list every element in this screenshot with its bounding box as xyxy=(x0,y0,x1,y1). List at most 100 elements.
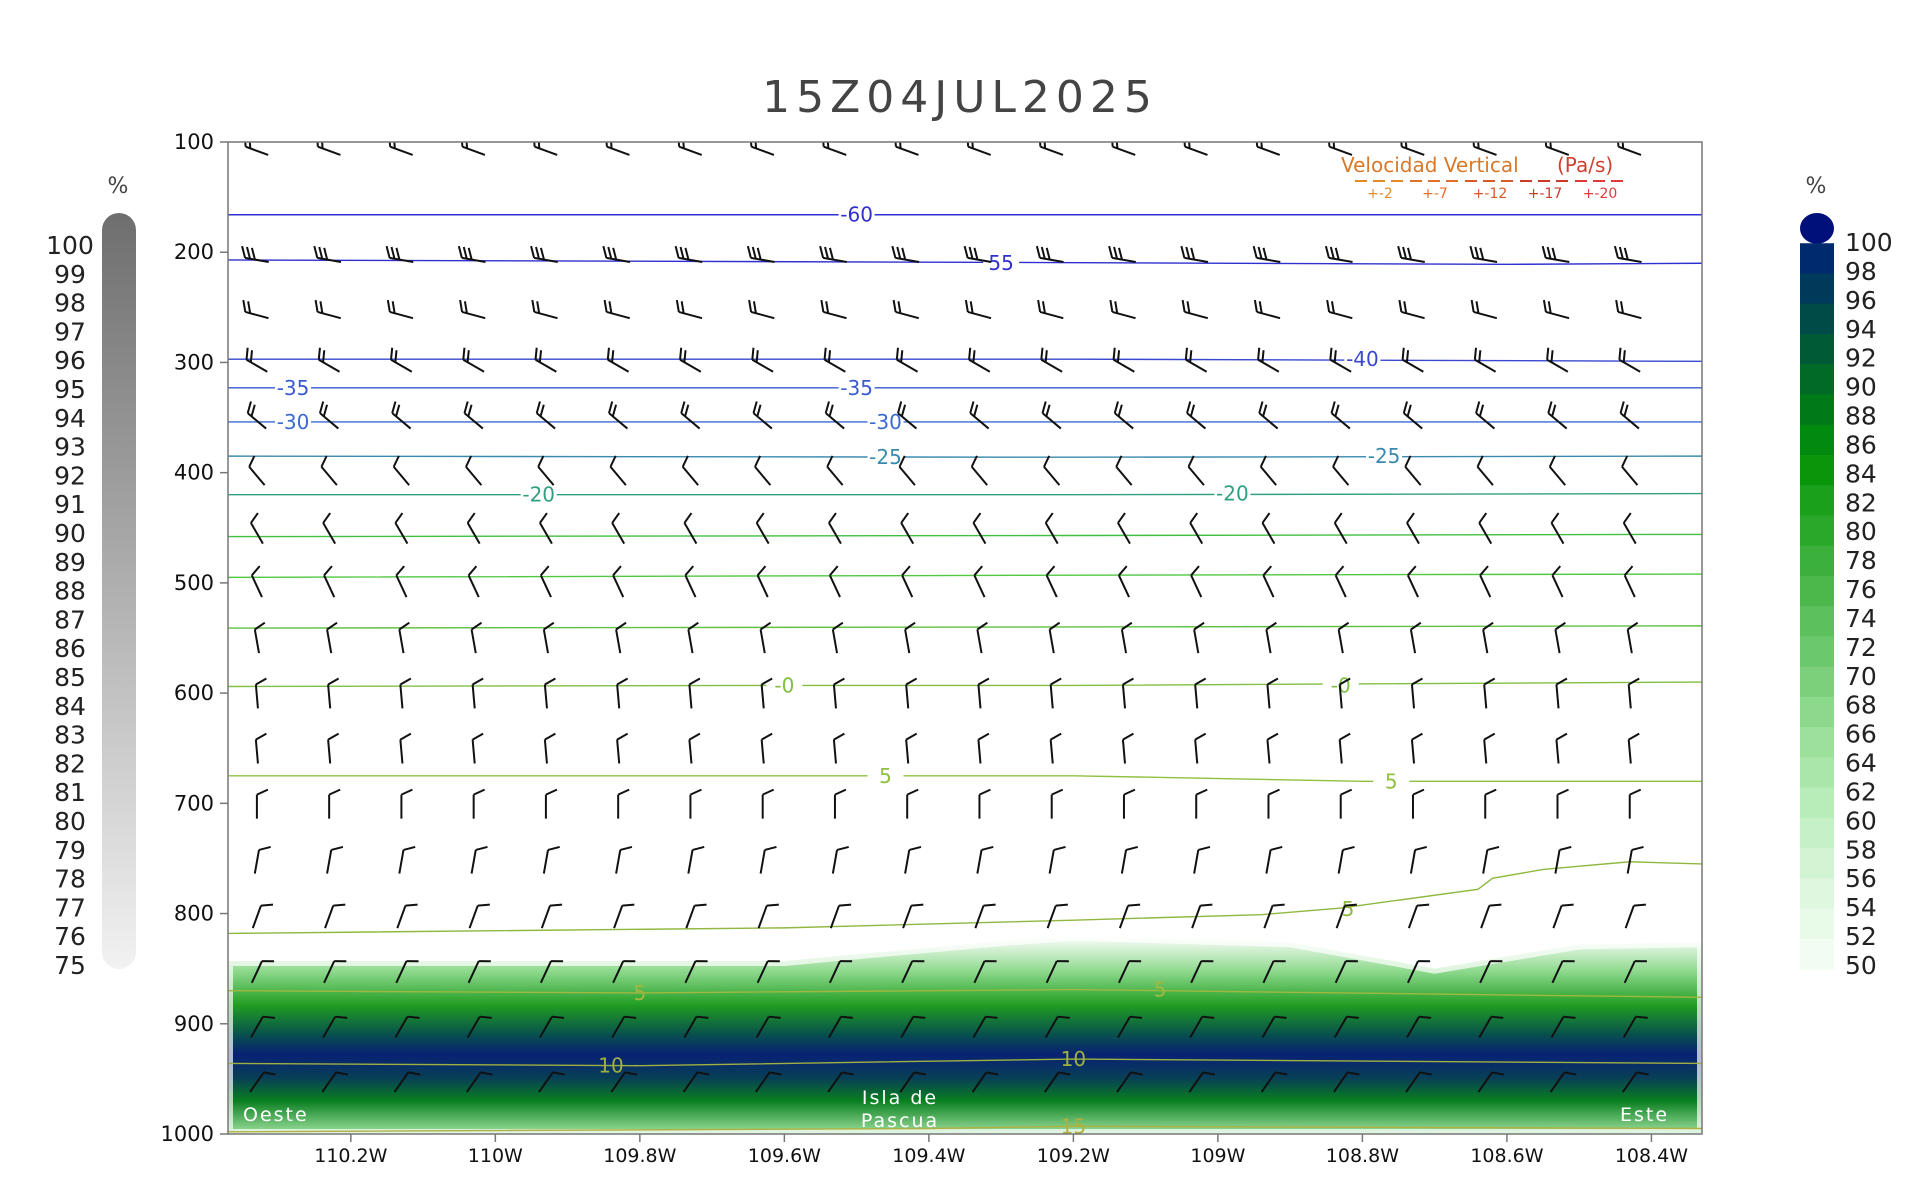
right-colorbar-unit: % xyxy=(1806,174,1827,199)
wind-barb-feather xyxy=(1262,565,1273,576)
wind-barb xyxy=(1044,512,1059,545)
wind-barb-feather xyxy=(544,677,556,686)
wind-barb-staff xyxy=(317,145,341,156)
wind-barb-feather xyxy=(1478,404,1485,417)
y-tick-label: 1000 xyxy=(161,1122,214,1146)
wind-barb-feather xyxy=(478,960,491,963)
wind-barb-staff xyxy=(1627,684,1632,709)
wind-barb xyxy=(683,512,698,545)
wind-barb-feather xyxy=(1035,245,1041,259)
wind-barb-feather xyxy=(1333,350,1337,363)
wind-barb-staff xyxy=(1194,739,1199,764)
right-colorbar-label: 80 xyxy=(1845,517,1877,546)
wind-barb-feather xyxy=(466,350,470,363)
contour-label: -25 xyxy=(869,445,902,469)
wind-barb xyxy=(1546,347,1569,373)
wind-barb-staff xyxy=(1262,574,1275,598)
right-colorbar-label: 60 xyxy=(1845,806,1877,835)
wind-barb xyxy=(1194,732,1207,764)
wind-barb xyxy=(827,1071,854,1093)
wind-barb-feather xyxy=(1627,621,1639,631)
wind-barb-staff xyxy=(467,960,480,984)
wind-barb xyxy=(970,455,988,486)
wind-barb xyxy=(1255,142,1281,156)
wind-barb-staff xyxy=(247,412,267,430)
wind-barb-feather xyxy=(968,246,974,259)
wind-barb-feather xyxy=(966,142,970,147)
wind-barb xyxy=(971,1071,999,1093)
wind-barb-staff xyxy=(1040,358,1063,373)
wind-barb-staff xyxy=(319,412,339,430)
wind-barb-staff xyxy=(1482,849,1489,874)
wind-barb xyxy=(1252,245,1281,264)
wind-barb-feather xyxy=(1551,565,1562,576)
wind-barb xyxy=(1407,565,1419,598)
wind-barb-staff xyxy=(1263,905,1274,929)
wind-barb-feather xyxy=(1491,1015,1504,1019)
wind-barb xyxy=(1616,142,1642,156)
wind-barb-staff xyxy=(1184,145,1208,156)
vv-legend-entry: +-12 xyxy=(1473,186,1508,202)
wind-barb-staff xyxy=(1114,412,1134,430)
left-colorbar-label: 77 xyxy=(54,893,86,922)
wind-barb xyxy=(1190,960,1214,984)
wind-barb xyxy=(613,903,635,929)
wind-barb xyxy=(1041,401,1062,430)
wind-barb xyxy=(616,677,629,709)
wind-barb-staff xyxy=(1623,960,1636,984)
wind-barb xyxy=(1552,903,1574,929)
x-tick-label: 109.4W xyxy=(892,1145,965,1167)
wind-barb-feather xyxy=(1262,247,1268,260)
wind-barb-feather xyxy=(320,455,328,468)
wind-barb-feather xyxy=(1406,404,1412,417)
wind-barb xyxy=(1044,1071,1071,1093)
wind-barb-feather xyxy=(1045,404,1051,417)
wind-barb-feather xyxy=(260,903,274,907)
wind-barb xyxy=(972,512,987,545)
wind-barb-feather xyxy=(681,455,689,468)
region-labels: Oeste Este Isla de Pascua xyxy=(243,1087,1667,1132)
wind-barb xyxy=(467,565,480,598)
wind-barb xyxy=(966,142,992,156)
wind-barb-staff xyxy=(687,849,694,874)
wind-barb xyxy=(1266,677,1279,709)
wind-barb xyxy=(1473,347,1497,373)
wind-barb-feather xyxy=(1550,512,1560,524)
wind-barb xyxy=(1040,347,1063,373)
wind-barb-feather xyxy=(607,246,613,259)
wind-barb-staff xyxy=(465,1071,482,1093)
wind-barb xyxy=(250,1015,276,1038)
wind-barb-staff xyxy=(461,310,486,320)
wind-barb-staff xyxy=(250,574,263,598)
contour-line xyxy=(228,1125,1702,1133)
wind-barb-feather xyxy=(1404,455,1412,468)
wind-barb-staff xyxy=(750,310,775,320)
wind-barb-feather xyxy=(606,347,610,360)
contour-line xyxy=(228,861,1702,935)
wind-barb xyxy=(1479,960,1503,984)
wind-barb-staff xyxy=(829,905,840,929)
wind-barb-feather xyxy=(462,347,466,360)
wind-barb-staff xyxy=(1265,629,1272,654)
wind-barb-staff xyxy=(1049,684,1054,709)
wind-barb xyxy=(755,1015,781,1038)
wind-barb xyxy=(323,960,347,984)
vv-legend-entry: +-7 xyxy=(1422,186,1448,202)
wind-barb-staff xyxy=(543,684,548,709)
right-colorbar-label: 92 xyxy=(1845,344,1877,373)
vv-legend-unit: (Pa/s) xyxy=(1557,153,1613,177)
wind-barb-staff xyxy=(968,358,991,373)
wind-barb xyxy=(1035,245,1064,264)
wind-barb-staff xyxy=(1120,629,1128,654)
left-colorbar-label: 85 xyxy=(54,663,86,692)
wind-barb-feather xyxy=(318,246,324,259)
wind-barb-staff xyxy=(1624,905,1635,929)
wind-barb-feather xyxy=(1474,246,1480,259)
wind-barb-feather xyxy=(1253,299,1258,313)
contour-line xyxy=(228,573,1702,579)
wind-barb-feather xyxy=(616,732,629,741)
wind-barb-staff xyxy=(1259,466,1277,486)
wind-barb-feather xyxy=(388,142,392,147)
wind-barb-staff xyxy=(1401,310,1425,320)
wind-barb-staff xyxy=(967,145,992,156)
